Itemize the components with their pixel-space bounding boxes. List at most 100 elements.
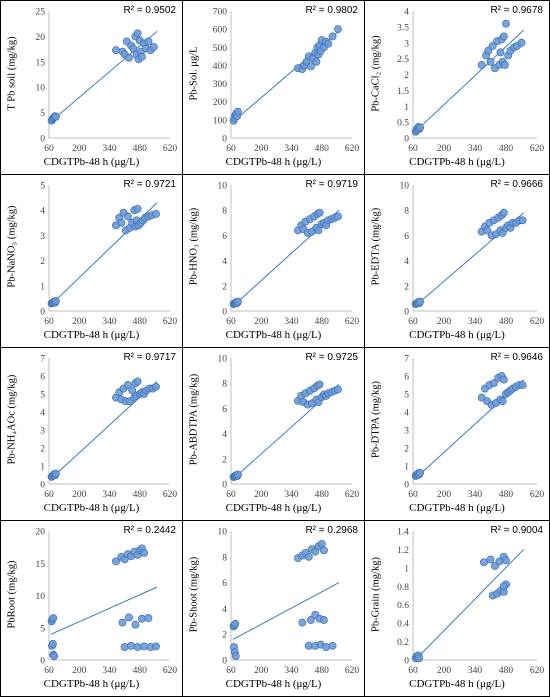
r-squared-label: R² = 0.9802 xyxy=(305,5,358,16)
r-squared-label: R² = 0.9004 xyxy=(490,525,543,536)
y-tick-label: 300 xyxy=(213,80,228,90)
data-point xyxy=(49,614,58,623)
scatter-plot: 60 200 340 480 620 0 2 4 6 8 10 xyxy=(218,528,360,677)
chart-panel-3: 60 200 340 480 620 0 0.5 1 1.5 2 2.5 3 3.5 4 R² = 0.96… xyxy=(364,0,550,175)
y-tick-label: 0 xyxy=(222,657,227,667)
data-point xyxy=(133,643,142,652)
y-axis-title: PbRoot (mg/kg) xyxy=(6,560,18,628)
r-squared-label: R² = 0.9719 xyxy=(305,179,358,190)
data-point xyxy=(131,620,140,629)
y-axis-title: Pb-EDTA (mg/kg) xyxy=(370,207,382,286)
y-tick-label: 10 xyxy=(218,355,228,365)
x-tick-label: 200 xyxy=(254,144,269,154)
x-tick-label: 200 xyxy=(72,490,87,500)
data-point xyxy=(415,654,424,663)
y-tick-label: 8 xyxy=(222,380,227,390)
data-point xyxy=(124,53,133,62)
data-point xyxy=(137,614,146,623)
x-tick-label: 480 xyxy=(315,666,330,676)
data-point xyxy=(152,642,160,651)
data-point xyxy=(140,642,149,651)
x-tick-label: 480 xyxy=(133,144,148,154)
scatter-plot: 60 200 340 480 620 0 2 4 6 8 10 xyxy=(218,355,360,501)
y-tick-label: 3 xyxy=(40,232,45,242)
y-tick-label: 0 xyxy=(404,481,409,491)
x-tick-label: 200 xyxy=(72,144,87,154)
y-tick-label: 0 xyxy=(40,657,45,667)
chart-panel-12: 60 200 340 480 620 0 0.2 0.4 0.6 0.8 1 1.2 1.4 R² = 0… xyxy=(364,520,550,697)
y-tick-label: 2 xyxy=(40,445,45,455)
y-tick-label: 100 xyxy=(213,116,228,126)
scatter-plot: 60 200 340 480 620 0 1 2 3 4 5 6 7 xyxy=(40,355,178,501)
trend-line xyxy=(232,582,340,640)
scatter-plot: 60 200 340 480 620 0 2 4 6 8 10 xyxy=(218,182,360,328)
x-tick-label: 620 xyxy=(163,490,178,500)
data-point xyxy=(500,61,509,69)
chart-panel-7: 60 200 340 480 620 0 1 2 3 4 5 6 7 R² = 0.9717 CDGTPb-… xyxy=(0,347,183,521)
y-tick-label: 4 xyxy=(40,207,45,217)
y-tick-label: 4 xyxy=(222,430,227,440)
data-point xyxy=(334,25,342,34)
data-point xyxy=(499,32,508,41)
x-tick-label: 60 xyxy=(44,666,54,676)
y-tick-label: 6 xyxy=(404,373,409,383)
x-tick-label: 480 xyxy=(133,666,148,676)
data-point xyxy=(328,32,337,41)
y-tick-label: 3.5 xyxy=(397,23,409,33)
x-tick-label: 340 xyxy=(284,317,299,327)
x-tick-label: 340 xyxy=(468,317,483,327)
chart-panel-11: 60 200 340 480 620 0 2 4 6 8 10 R² = 0.2968 CDGTPb-4… xyxy=(182,520,365,697)
data-point xyxy=(479,558,488,567)
x-axis-title: CDGTPb-48 h (μg/L) xyxy=(225,678,322,690)
y-tick-label: 0 xyxy=(222,481,227,491)
x-axis-title: CDGTPb-48 h (μg/L) xyxy=(43,156,140,168)
y-tick-label: 8 xyxy=(404,207,409,217)
data-point xyxy=(149,43,158,52)
chart-panel-5: 60 200 340 480 620 0 2 4 6 8 10 R² = 0.9719 CDGTPb-4… xyxy=(182,174,365,348)
x-tick-label: 200 xyxy=(72,666,87,676)
data-point xyxy=(304,552,313,561)
x-tick-label: 480 xyxy=(315,144,330,154)
data-point xyxy=(304,641,313,650)
x-axis-title: CDGTPb-48 h (μg/L) xyxy=(225,156,322,168)
y-tick-label: 1 xyxy=(404,564,409,574)
y-tick-label: 2 xyxy=(404,71,409,81)
x-axis-title: CDGTPb-48 h (μg/L) xyxy=(43,329,140,341)
x-tick-label: 620 xyxy=(530,317,545,327)
y-tick-label: 2 xyxy=(222,455,227,465)
x-tick-label: 340 xyxy=(284,490,299,500)
y-tick-label: 0 xyxy=(40,135,45,145)
y-tick-label: 8 xyxy=(222,207,227,217)
y-tick-label: 0 xyxy=(404,135,409,145)
data-point xyxy=(502,19,510,28)
r-squared-label: R² = 0.9717 xyxy=(123,352,176,363)
data-point xyxy=(127,641,136,650)
y-tick-label: 600 xyxy=(213,26,228,36)
x-tick-label: 620 xyxy=(345,490,360,500)
y-axis-title: Pb-ABDTPA (mg/kg) xyxy=(188,373,200,466)
x-tick-label: 620 xyxy=(345,144,360,154)
data-point xyxy=(117,218,126,227)
y-tick-label: 1 xyxy=(404,103,409,113)
data-point xyxy=(416,297,425,306)
data-point xyxy=(144,37,153,46)
y-tick-label: 500 xyxy=(213,44,228,54)
x-tick-label: 200 xyxy=(437,144,452,154)
data-point xyxy=(484,46,493,55)
data-point xyxy=(416,468,425,477)
data-point xyxy=(48,639,57,648)
y-tick-label: 3 xyxy=(404,427,409,437)
y-tick-label: 5 xyxy=(40,624,45,634)
data-point xyxy=(314,226,323,235)
data-point xyxy=(416,123,425,132)
y-tick-label: 10 xyxy=(218,182,228,192)
y-tick-label: 0 xyxy=(404,308,409,318)
x-tick-label: 200 xyxy=(437,317,452,327)
data-point xyxy=(477,393,486,402)
x-tick-label: 60 xyxy=(408,317,418,327)
y-tick-label: 1 xyxy=(40,282,45,292)
y-axis-title: Pb-Shoot (mg/kg) xyxy=(188,556,200,632)
y-tick-label: 0 xyxy=(222,308,227,318)
y-tick-label: 4 xyxy=(404,257,409,267)
